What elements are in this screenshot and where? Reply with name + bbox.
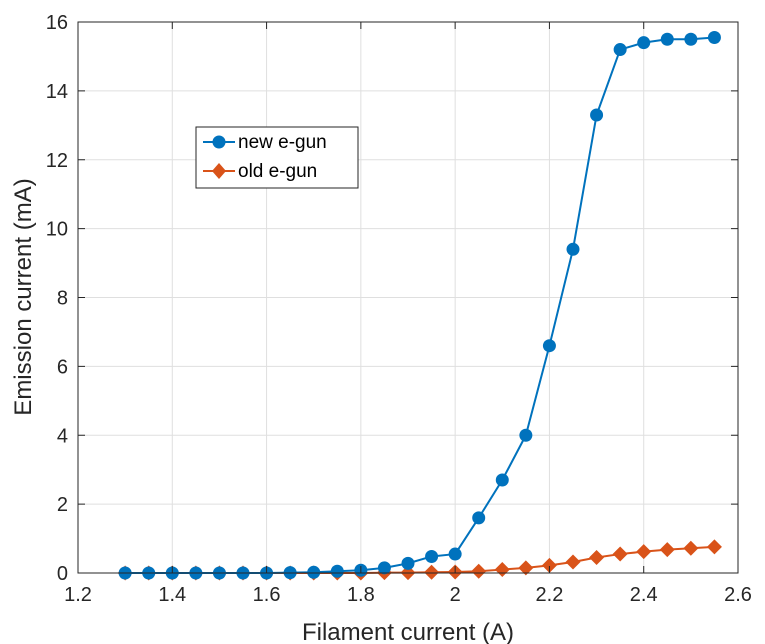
- data-point-old-e-gun: [518, 560, 534, 576]
- data-point-old-e-gun: [683, 540, 699, 556]
- data-point-new-e-gun: [542, 339, 556, 353]
- data-point-old-e-gun: [636, 544, 652, 560]
- axis-ticks: [77, 21, 739, 574]
- data-point-new-e-gun: [472, 511, 486, 525]
- y-axis-title: Emission current (mA): [10, 178, 37, 415]
- data-point-new-e-gun: [495, 473, 509, 487]
- data-point-new-e-gun: [566, 242, 580, 256]
- y-tick-label: 0: [57, 563, 68, 585]
- x-tick-label: 2.2: [536, 584, 564, 606]
- data-point-new-e-gun: [401, 556, 415, 570]
- data-point-new-e-gun: [448, 547, 462, 561]
- data-point-old-e-gun: [589, 550, 605, 566]
- x-tick-label: 2.6: [724, 584, 752, 606]
- legend: new e-gun old e-gun: [195, 126, 359, 189]
- y-tick-label: 14: [46, 81, 68, 103]
- data-point-old-e-gun: [612, 546, 628, 562]
- data-point-new-e-gun: [519, 428, 533, 442]
- legend-label-old-e-gun: old e-gun: [238, 161, 317, 182]
- data-point-old-e-gun: [659, 542, 675, 558]
- y-tick-label: 2: [57, 494, 68, 516]
- data-point-new-e-gun: [590, 108, 604, 122]
- y-tick-label: 8: [57, 288, 68, 310]
- data-point-new-e-gun: [307, 565, 321, 579]
- y-tick-label: 6: [57, 356, 68, 378]
- data-point-new-e-gun: [613, 43, 627, 57]
- x-tick-label: 1.2: [64, 584, 92, 606]
- y-tick-label: 12: [46, 150, 68, 172]
- data-point-new-e-gun: [660, 32, 674, 46]
- data-point-new-e-gun: [425, 549, 439, 563]
- data-point-old-e-gun: [424, 564, 440, 580]
- legend-marker-old-e-gun: [212, 163, 226, 179]
- legend-marker-new-e-gun: [212, 135, 226, 149]
- data-point-old-e-gun: [471, 563, 487, 579]
- x-tick-label: 2: [450, 584, 461, 606]
- data-point-new-e-gun: [637, 36, 651, 50]
- data-point-new-e-gun: [707, 30, 721, 44]
- grid: [78, 22, 738, 573]
- data-point-new-e-gun: [684, 32, 698, 46]
- data-point-new-e-gun: [330, 564, 344, 578]
- data-point-old-e-gun: [541, 557, 557, 573]
- y-tick-label: 10: [46, 219, 68, 241]
- x-tick-label: 1.6: [253, 584, 281, 606]
- data-point-old-e-gun: [565, 554, 581, 570]
- x-axis-title: Filament current (A): [302, 619, 514, 644]
- tick-labels: 1.2 1.4 1.6 1.8 2 2.2 2.4 2.6 0 2 4 6 8 10 12 14 16: [46, 12, 752, 606]
- x-tick-label: 2.4: [630, 584, 658, 606]
- y-tick-label: 4: [57, 425, 68, 447]
- data-point-new-e-gun: [377, 561, 391, 575]
- x-tick-label: 1.8: [347, 584, 375, 606]
- x-tick-label: 1.4: [158, 584, 186, 606]
- data-point-old-e-gun: [706, 539, 722, 555]
- legend-label-new-e-gun: new e-gun: [238, 132, 327, 153]
- y-tick-label: 16: [46, 12, 68, 34]
